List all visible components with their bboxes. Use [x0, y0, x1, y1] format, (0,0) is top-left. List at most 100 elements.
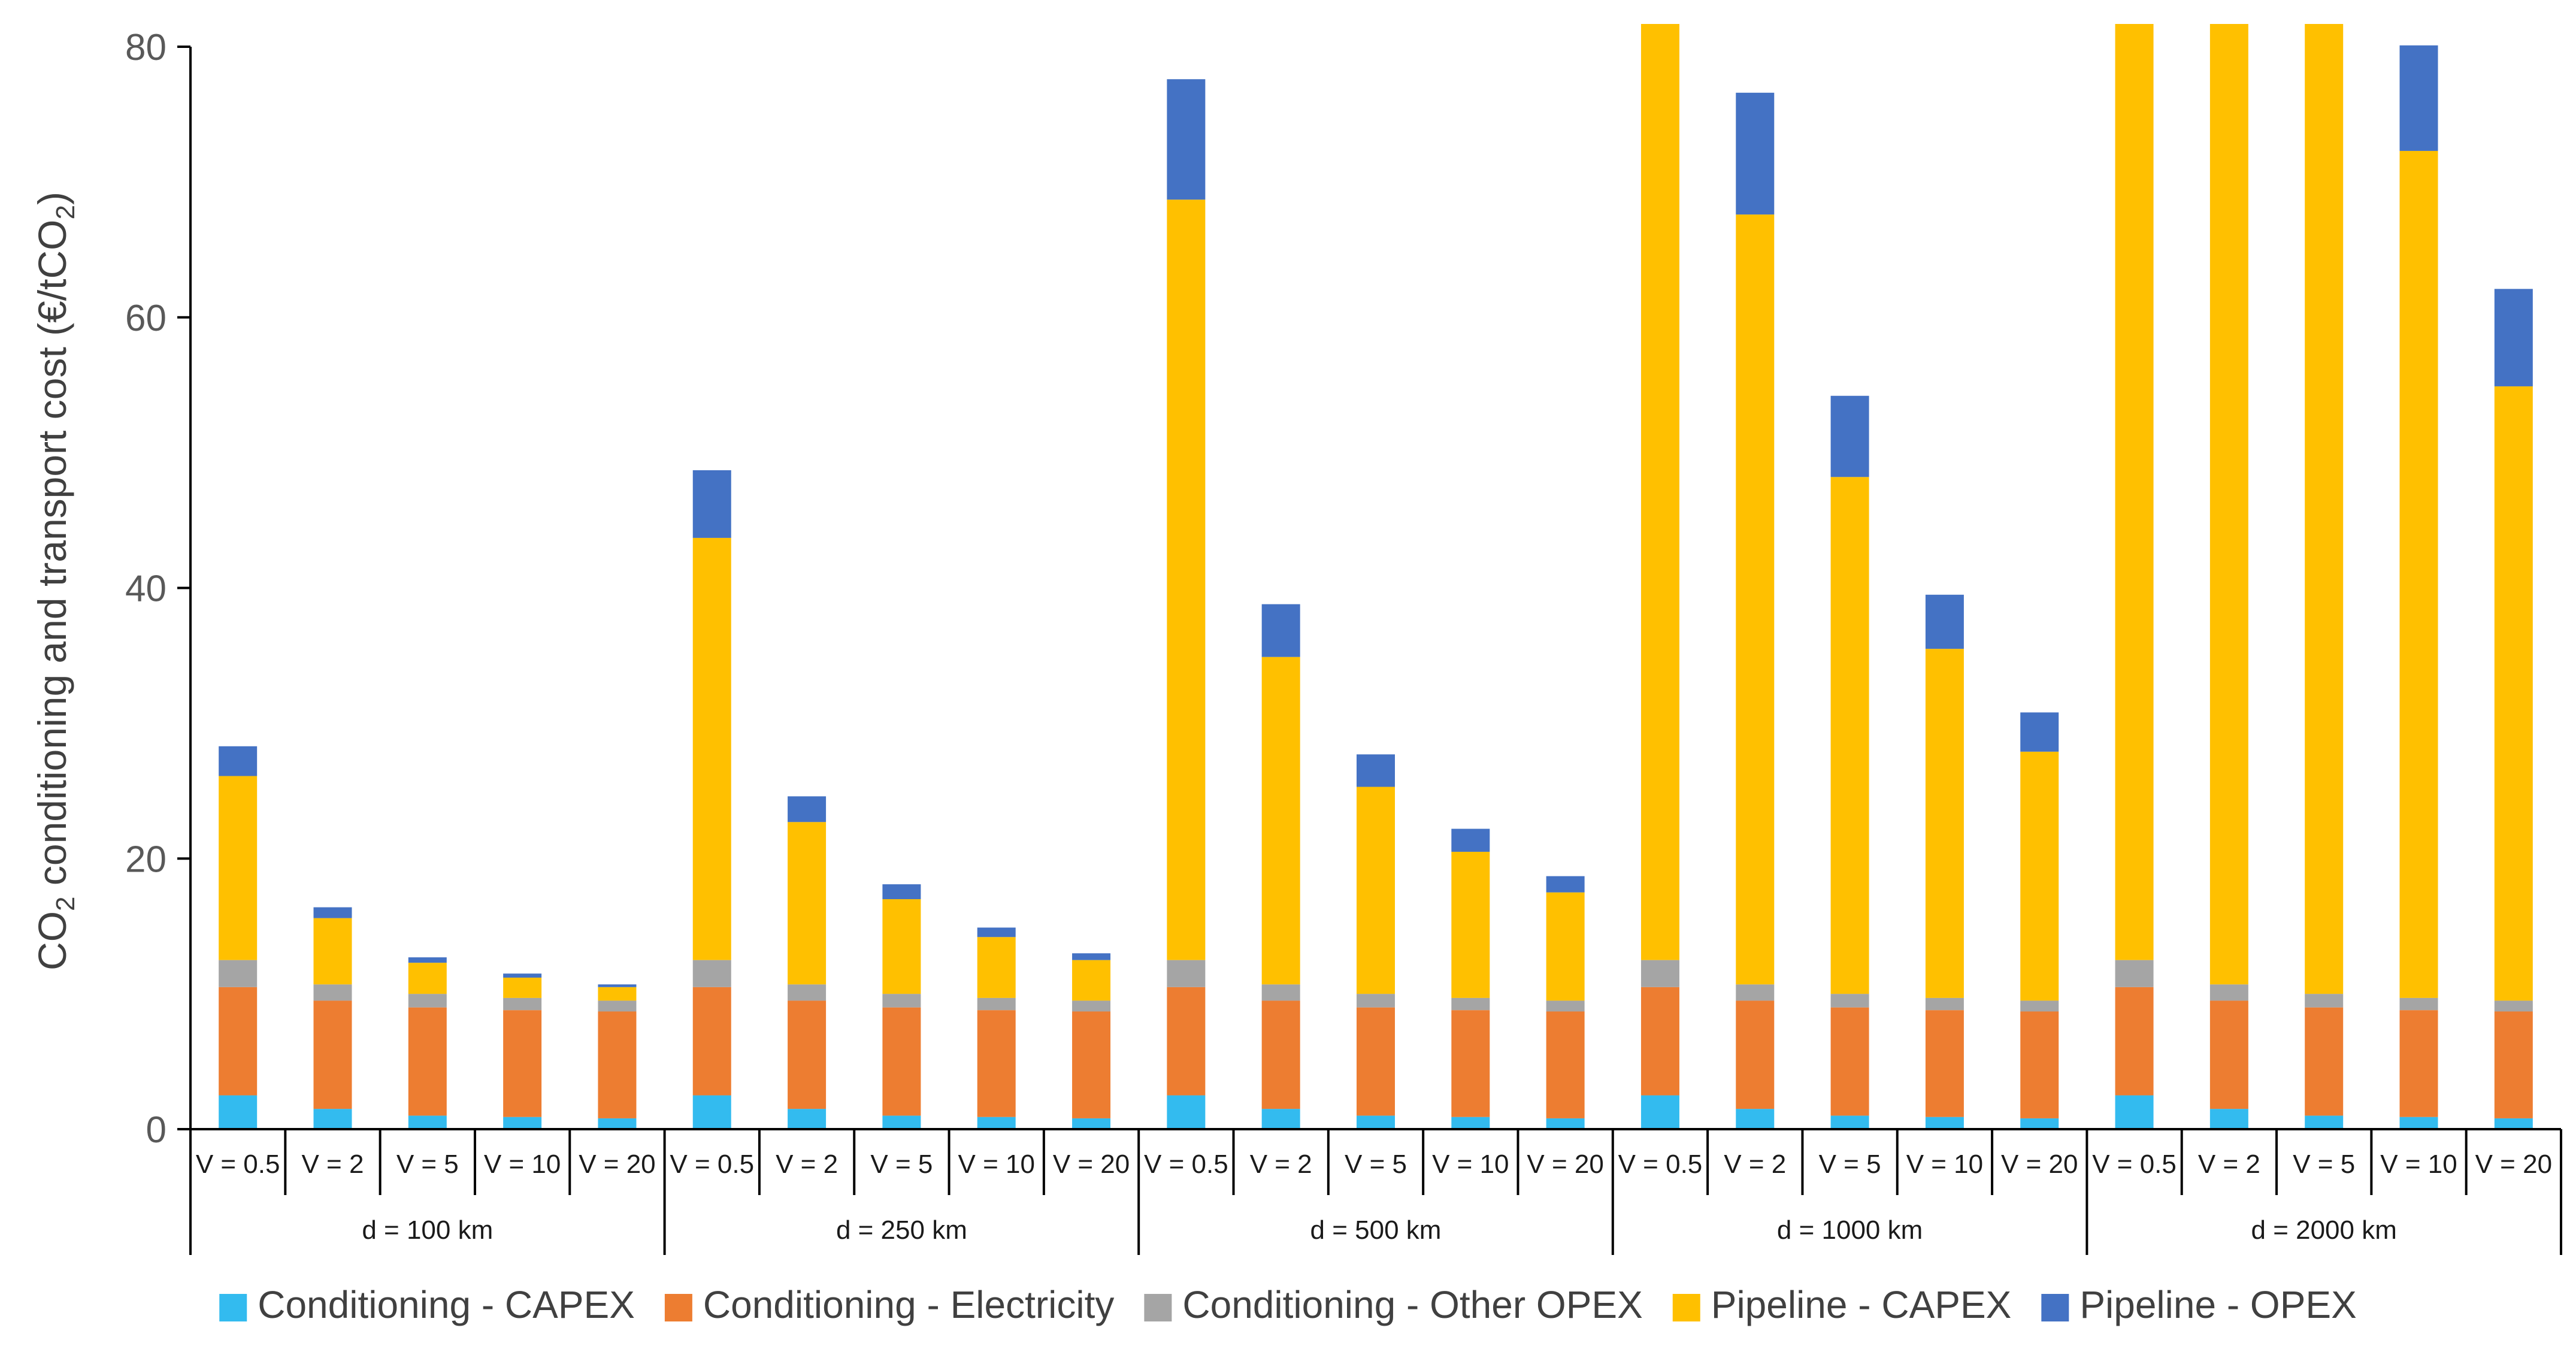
bar-segment-pipeline-capex [219, 776, 258, 960]
legend-swatch [1672, 1294, 1700, 1321]
bar-segment-pipeline-capex [2020, 751, 2059, 1001]
bar-segment-conditioning-other-opex [598, 1000, 637, 1012]
bar-segment-pipeline-capex [598, 987, 637, 1001]
legend-swatch [1144, 1294, 1172, 1321]
bar-segment-conditioning-capex [503, 1117, 542, 1129]
bar-segment-pipeline-capex [977, 937, 1016, 998]
bar-segment-conditioning-capex [1830, 1115, 1869, 1129]
bar-segment-conditioning-electricity [1736, 1000, 1775, 1109]
category-label: V = 10 [484, 1150, 561, 1179]
bar-segment-conditioning-electricity [1925, 1010, 1964, 1117]
bar-segment-pipeline-opex [882, 884, 921, 900]
legend-label: Conditioning - Other OPEX [1182, 1283, 1642, 1326]
group-label: d = 500 km [1310, 1215, 1442, 1245]
legend-item: Conditioning - Other OPEX [1144, 1283, 1643, 1326]
bar-segment-conditioning-other-opex [2305, 994, 2344, 1008]
bar-segment-pipeline-opex [2399, 45, 2438, 151]
bar-segment-pipeline-opex [788, 796, 827, 822]
bar-segment-conditioning-capex [313, 1109, 352, 1129]
bar-segment-pipeline-capex [1451, 851, 1490, 998]
y-title-part-co: CO [30, 911, 74, 970]
bar-segment-conditioning-capex [598, 1118, 637, 1129]
bar-segment-conditioning-electricity [1261, 1000, 1300, 1109]
legend-swatch [664, 1294, 692, 1321]
bar-segment-conditioning-other-opex [1357, 994, 1395, 1008]
bar-segment-pipeline-capex [408, 963, 447, 994]
bar-segment-conditioning-capex [1451, 1117, 1490, 1129]
bar-segment-pipeline-opex [2020, 712, 2059, 752]
bar-segment-pipeline-capex [1830, 477, 1869, 994]
y-title-part-end: ) [30, 192, 74, 205]
bar-segment-conditioning-other-opex [1451, 997, 1490, 1011]
bar-segment-conditioning-capex [1261, 1109, 1300, 1129]
bar-segment-conditioning-electricity [1640, 987, 1679, 1096]
bar-segment-conditioning-electricity [1072, 1011, 1111, 1118]
bar-segment-conditioning-capex [408, 1115, 447, 1129]
bar-segment-pipeline-capex [313, 918, 352, 985]
group-label: d = 100 km [362, 1215, 493, 1245]
bar-segment-conditioning-electricity [2020, 1011, 2059, 1118]
category-label: V = 5 [1819, 1150, 1881, 1179]
bar-segment-conditioning-capex [1925, 1117, 1964, 1129]
bar-segment-conditioning-capex [1546, 1118, 1585, 1129]
y-title-sub-2b: 2 [51, 205, 80, 219]
bar-segment-pipeline-opex [1451, 828, 1490, 852]
legend-item: Conditioning - CAPEX [219, 1283, 635, 1326]
category-label: V = 10 [1432, 1150, 1509, 1179]
bar-segment-conditioning-capex [2115, 1095, 2154, 1129]
bar-segment-pipeline-opex [408, 957, 447, 963]
bar-segment-pipeline-capex [2209, 24, 2248, 985]
bar-segment-conditioning-other-opex [313, 984, 352, 1001]
bar-segment-conditioning-other-opex [1925, 997, 1964, 1011]
bar-segment-conditioning-electricity [692, 987, 731, 1096]
bar-segment-pipeline-capex [1640, 24, 1679, 960]
bar-segment-conditioning-electricity [2305, 1007, 2344, 1116]
y-tick-label: 0 [146, 1109, 167, 1151]
bar-segment-conditioning-electricity [1451, 1010, 1490, 1117]
bar-segment-conditioning-capex [977, 1117, 1016, 1129]
y-tick-label: 60 [125, 298, 167, 339]
bar-segment-conditioning-other-opex [692, 960, 731, 987]
bar-segment-conditioning-other-opex [1640, 960, 1679, 987]
bar-segment-pipeline-opex [219, 746, 258, 776]
bar-segment-conditioning-capex [2494, 1118, 2533, 1129]
bar-segment-pipeline-opex [1357, 754, 1395, 787]
category-label: V = 10 [1906, 1150, 1983, 1179]
y-tick-label: 80 [125, 27, 167, 68]
bar-segment-conditioning-other-opex [2399, 997, 2438, 1011]
bar-segment-pipeline-opex [1925, 594, 1964, 649]
bar-segment-pipeline-opex [1072, 953, 1111, 960]
bar-segment-pipeline-opex [503, 973, 542, 978]
category-label: V = 20 [579, 1150, 655, 1179]
bar-segment-conditioning-other-opex [503, 997, 542, 1011]
bar-segment-pipeline-opex [2494, 289, 2533, 386]
bar-segment-conditioning-other-opex [788, 984, 827, 1001]
bar-segment-pipeline-capex [2305, 24, 2344, 994]
legend-label: Conditioning - CAPEX [258, 1283, 635, 1326]
bar-segment-pipeline-opex [692, 470, 731, 538]
category-label: V = 5 [1345, 1150, 1407, 1179]
y-tick-label: 40 [125, 568, 167, 610]
bar-segment-conditioning-capex [692, 1095, 731, 1129]
bar-segment-pipeline-capex [1546, 892, 1585, 1001]
bar-segment-pipeline-opex [1830, 395, 1869, 477]
bar-segment-conditioning-electricity [2115, 987, 2154, 1096]
bar-segment-pipeline-opex [977, 927, 1016, 937]
bar-segment-conditioning-other-opex [1072, 1000, 1111, 1012]
legend-label: Conditioning - Electricity [703, 1283, 1115, 1326]
bar-segment-conditioning-electricity [1357, 1007, 1395, 1116]
legend: Conditioning - CAPEX Conditioning - Elect… [219, 1283, 2357, 1326]
bar-segment-conditioning-capex [1640, 1095, 1679, 1129]
bar-segment-conditioning-capex [1072, 1118, 1111, 1129]
category-label: V = 5 [396, 1150, 459, 1179]
x-axis-labels: V = 0.5 V = 2 V = 5 V = 10 V = 20 V = 0.5 V = … [196, 1150, 2552, 1245]
legend-item: Conditioning - Electricity [664, 1283, 1115, 1326]
legend-label: Pipeline - CAPEX [1711, 1283, 2012, 1326]
bar-segment-pipeline-capex [1925, 649, 1964, 998]
y-title-part-middle: conditioning and transport cost (€/tCO [30, 220, 74, 897]
category-label: V = 5 [2293, 1150, 2355, 1179]
bar-segment-conditioning-other-opex [1736, 984, 1775, 1001]
y-axis-title: CO 2 conditioning and transport cost (€/t… [30, 192, 80, 970]
category-label: V = 2 [1250, 1150, 1312, 1179]
